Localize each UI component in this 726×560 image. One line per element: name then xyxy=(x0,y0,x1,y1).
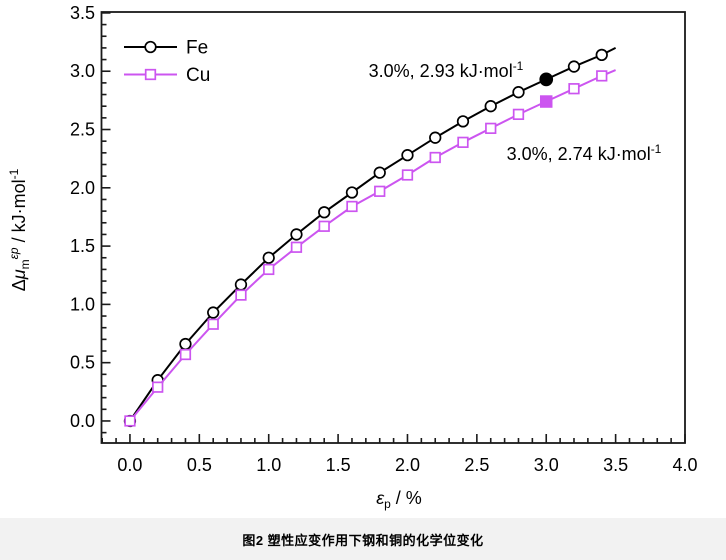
data-point xyxy=(485,122,497,134)
y-axis-title: Δμmεp / kJ·mol-1 xyxy=(7,168,32,291)
series-cu xyxy=(124,69,616,427)
y-tick-label: 0.5 xyxy=(70,353,95,373)
x-tick-label: 2.0 xyxy=(395,455,420,475)
x-tick-label: 3.5 xyxy=(603,455,628,475)
figure-caption: 图2 塑性应变作用下钢和铜的化学位变化 xyxy=(242,532,484,548)
data-point xyxy=(318,220,330,232)
data-point xyxy=(152,381,164,393)
data-point xyxy=(346,200,358,213)
x-tick-label: 4.0 xyxy=(672,455,697,475)
x-tick-label: 2.5 xyxy=(464,455,489,475)
data-point xyxy=(207,318,219,330)
data-point xyxy=(596,70,608,82)
y-axis-title-group: Δμmεp / kJ·mol-1 xyxy=(7,168,32,291)
x-tick-labels: 0.0 0.5 1.0 1.5 2.0 2.5 3.0 3.5 4.0 xyxy=(117,455,697,475)
data-point xyxy=(262,251,275,264)
data-point xyxy=(401,149,414,162)
legend-label: Cu xyxy=(186,65,210,86)
y-tick-label: 1.5 xyxy=(70,236,95,256)
highlight-point xyxy=(539,95,553,108)
y-tick-label: 3.0 xyxy=(70,61,95,81)
x-tick-label: 1.5 xyxy=(326,455,351,475)
data-point xyxy=(318,206,331,219)
data-point xyxy=(144,68,157,81)
data-point xyxy=(457,136,469,148)
data-point xyxy=(401,169,414,181)
data-point xyxy=(144,40,157,54)
data-point xyxy=(179,348,192,361)
chart-area: 0.0 0.5 1.0 1.5 2.0 2.5 3.0 3.5 4.0 0.0 0.5 1.0 1.5 2… xyxy=(6,2,698,511)
data-point xyxy=(512,108,525,121)
legend: Fe Cu xyxy=(124,38,210,86)
data-point xyxy=(595,48,608,62)
chart-canvas: 0.0 0.5 1.0 1.5 2.0 2.5 3.0 3.5 4.0 0.0 0.5 1.0 1.5 2… xyxy=(7,3,698,511)
data-point xyxy=(373,166,386,179)
x-tick-label: 0.5 xyxy=(187,455,212,475)
data-point xyxy=(290,228,303,241)
y-tick-labels: 0.0 0.5 1.0 1.5 2.0 2.5 3.0 3.5 xyxy=(70,3,95,431)
x-tick-label: 1.0 xyxy=(256,455,281,475)
x-tick-label: 0.0 xyxy=(117,455,142,475)
data-point xyxy=(263,263,275,276)
point-annotation: 3.0%, 2.93 kJ·mol-1 xyxy=(369,59,524,81)
y-tick-label: 2.0 xyxy=(70,178,95,198)
caption-band: 图2 塑性应变作用下钢和铜的化学位变化 xyxy=(0,518,726,560)
data-point xyxy=(124,415,136,427)
y-tick-label: 3.5 xyxy=(70,3,95,23)
legend-label: Fe xyxy=(186,38,208,59)
y-axis-ticks xyxy=(101,12,111,434)
data-point xyxy=(290,241,303,253)
point-annotation: 3.0%, 2.74 kJ·mol-1 xyxy=(507,142,662,164)
data-point xyxy=(512,86,525,99)
data-point xyxy=(234,278,248,291)
data-point xyxy=(207,306,220,319)
x-axis-title: εp / % xyxy=(376,488,422,511)
data-point xyxy=(179,337,192,351)
y-tick-label: 2.5 xyxy=(70,120,95,140)
x-tick-label: 3.0 xyxy=(534,455,559,475)
y-tick-label: 1.0 xyxy=(70,294,95,314)
series-line xyxy=(129,69,616,422)
data-point xyxy=(345,186,359,199)
data-point xyxy=(456,115,470,128)
data-point xyxy=(374,185,386,197)
data-point xyxy=(484,100,497,113)
data-point xyxy=(567,60,581,73)
y-tick-label: 0.0 xyxy=(70,411,95,431)
data-point xyxy=(568,83,580,95)
data-point xyxy=(235,289,247,301)
x-axis-ticks xyxy=(101,434,686,443)
highlight-point xyxy=(539,72,554,87)
data-point xyxy=(429,131,442,144)
data-point xyxy=(429,151,441,164)
